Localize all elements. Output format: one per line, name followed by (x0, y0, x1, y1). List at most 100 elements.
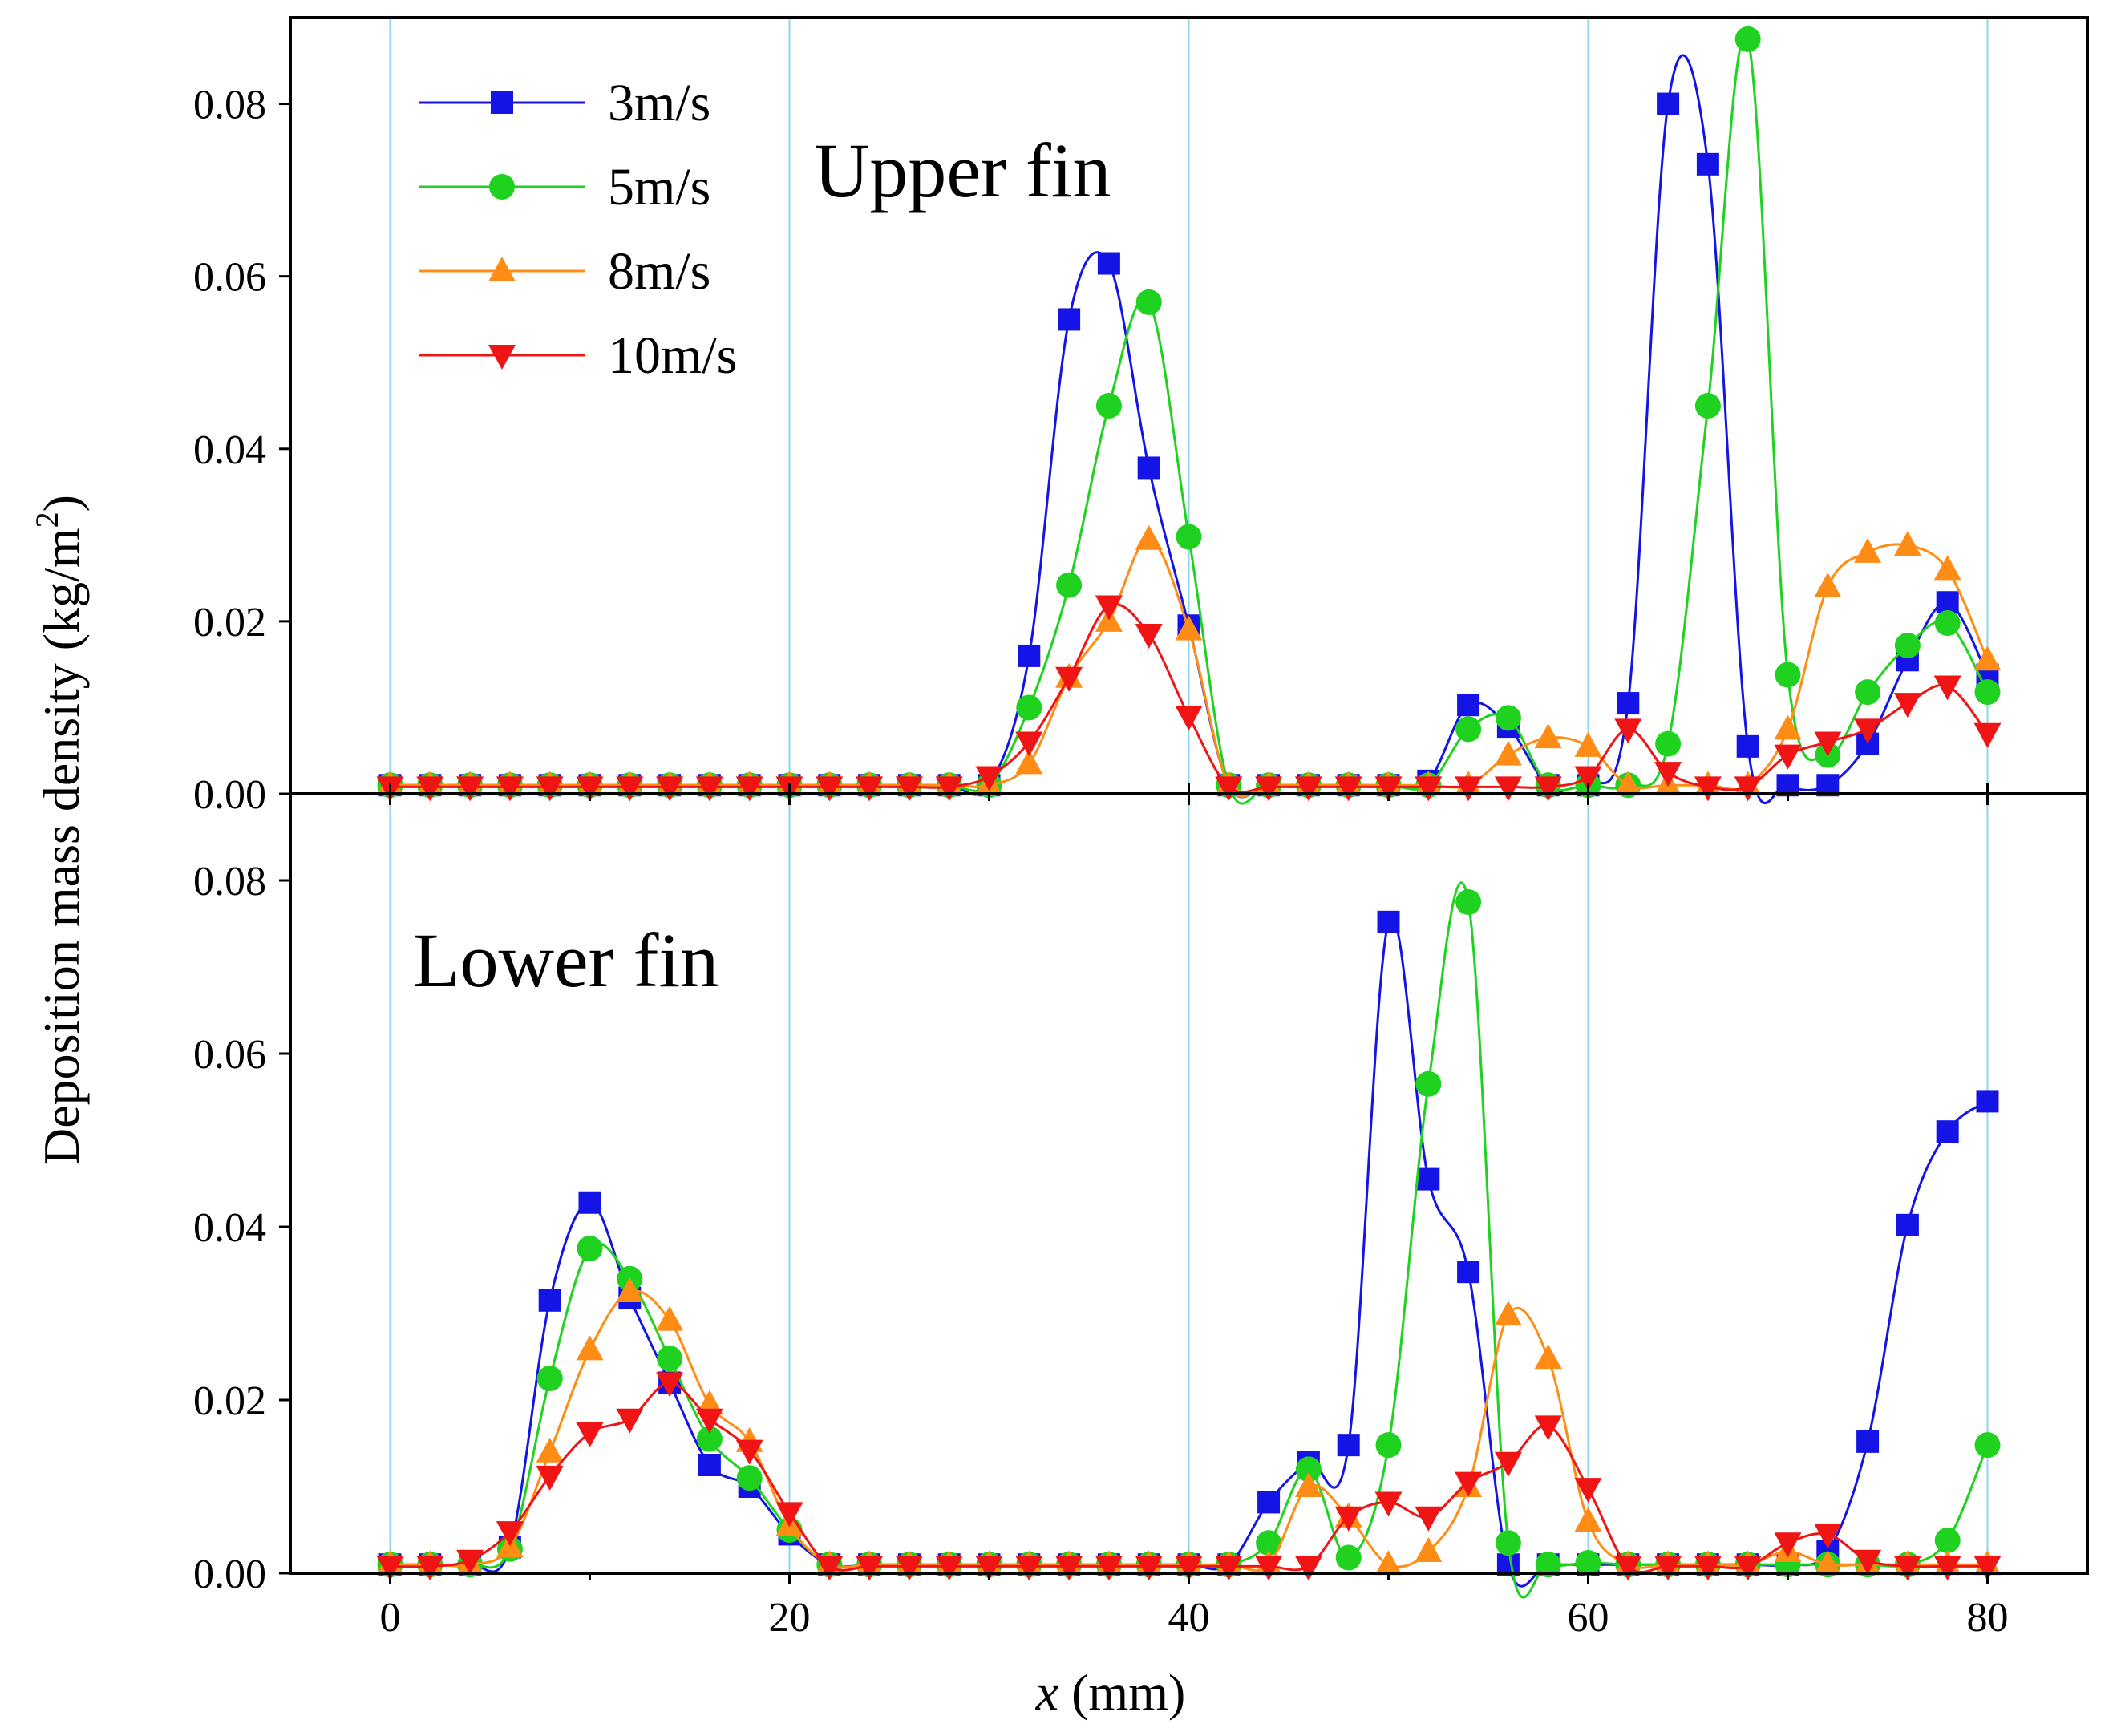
upper-point-10ms (1055, 666, 1083, 692)
upper-point-10ms (1614, 718, 1642, 744)
lower-point-8ms (695, 1390, 723, 1415)
upper-point-5ms (1934, 610, 1961, 637)
lower-point-5ms (1535, 1552, 1561, 1578)
upper-point-3ms (1137, 456, 1160, 480)
lower-panel-title: Lower fin (413, 917, 718, 1003)
x-axis-var: x (1035, 1664, 1058, 1721)
upper-point-10ms (1893, 693, 1921, 718)
upper-point-10ms (1255, 776, 1283, 802)
upper-point-10ms (816, 776, 844, 802)
legend-marker-5ms (489, 174, 515, 200)
lower-point-3ms (1896, 1213, 1919, 1236)
upper-point-5ms (1455, 716, 1482, 743)
upper-point-5ms (1974, 679, 2001, 706)
lower-point-3ms (1377, 910, 1400, 933)
lower-point-3ms (1856, 1430, 1880, 1453)
lower-point-10ms (856, 1556, 884, 1581)
lower-point-5ms (1575, 1550, 1601, 1576)
upper-point-10ms (895, 776, 923, 802)
lower-point-5ms (696, 1426, 723, 1452)
upper-point-10ms (735, 776, 763, 802)
lower-series-line-8ms (390, 1289, 1988, 1572)
lower-point-3ms (1417, 1167, 1440, 1191)
lower-point-10ms (816, 1556, 844, 1581)
lower-point-10ms (1175, 1556, 1203, 1581)
lower-point-5ms (1256, 1530, 1282, 1556)
lower-point-5ms (1934, 1527, 1961, 1553)
lower-point-10ms (1415, 1506, 1443, 1532)
upper-panel-title: Upper fin (814, 127, 1111, 213)
lower-point-3ms (1457, 1261, 1480, 1284)
lower-point-10ms (895, 1556, 923, 1581)
lower-point-5ms (736, 1465, 763, 1491)
upper-point-5ms (1095, 393, 1122, 419)
upper-point-3ms (1657, 92, 1680, 115)
upper-point-3ms (1457, 694, 1480, 717)
lower-point-8ms (1494, 1301, 1522, 1326)
lower-point-10ms (695, 1408, 723, 1434)
lower-point-8ms (576, 1335, 604, 1361)
lower-point-3ms (698, 1454, 721, 1476)
lower-point-3ms (1936, 1120, 1959, 1143)
upper-point-10ms (536, 776, 564, 802)
upper-point-5ms (1016, 694, 1042, 721)
y-axis-title-sup: 2 (29, 512, 65, 528)
lower-point-10ms (1255, 1556, 1283, 1581)
upper-y-tick-label: 0.02 (193, 600, 266, 645)
upper-point-5ms (1176, 524, 1202, 550)
upper-point-3ms (1058, 308, 1081, 331)
lower-point-5ms (1295, 1456, 1322, 1483)
upper-point-10ms (416, 776, 444, 802)
upper-point-10ms (1095, 595, 1123, 621)
lower-point-5ms (1974, 1432, 2001, 1459)
lower-point-10ms (1294, 1556, 1322, 1581)
upper-point-10ms (1694, 776, 1722, 802)
lower-point-10ms (1334, 1506, 1362, 1532)
upper-point-10ms (576, 776, 604, 802)
lower-point-8ms (1415, 1537, 1443, 1562)
upper-point-8ms (1973, 645, 2002, 671)
lower-point-10ms (1494, 1451, 1522, 1477)
lower-point-3ms (538, 1289, 561, 1312)
upper-point-10ms (496, 776, 524, 802)
upper-point-8ms (1534, 723, 1562, 749)
lower-point-3ms (578, 1191, 601, 1214)
upper-y-tick-label: 0.04 (193, 427, 266, 473)
lower-point-8ms (1294, 1472, 1322, 1497)
lower-point-10ms (416, 1556, 444, 1581)
lower-point-10ms (1893, 1556, 1921, 1581)
lower-point-8ms (1374, 1550, 1403, 1576)
upper-point-8ms (1893, 531, 1921, 556)
upper-point-10ms (1294, 776, 1322, 802)
upper-point-8ms (1614, 771, 1642, 796)
lower-point-10ms (1854, 1549, 1882, 1575)
upper-point-10ms (1574, 766, 1602, 791)
lower-y-tick-label: 0.02 (193, 1378, 266, 1424)
upper-point-5ms (1495, 705, 1521, 731)
x-axis-unit: (mm) (1058, 1664, 1185, 1721)
upper-point-3ms (1696, 152, 1719, 176)
lower-point-5ms (657, 1346, 683, 1372)
lower-point-10ms (975, 1556, 1003, 1581)
lower-point-10ms (1534, 1415, 1562, 1441)
x-tick-label: 40 (1168, 1595, 1210, 1641)
upper-point-10ms (1015, 731, 1043, 757)
upper-point-3ms (1018, 644, 1041, 667)
legend-label-8ms: 8m/s (608, 242, 710, 301)
upper-point-8ms (1574, 731, 1602, 757)
lower-point-10ms (1654, 1556, 1682, 1581)
upper-y-tick-label: 0.06 (193, 255, 266, 301)
lower-point-10ms (1015, 1556, 1043, 1581)
upper-point-10ms (1973, 722, 2002, 748)
legend-label-3ms: 3m/s (608, 74, 710, 132)
upper-point-8ms (1175, 615, 1203, 641)
upper-point-10ms (1455, 776, 1483, 802)
upper-point-10ms (1654, 762, 1682, 787)
lower-point-8ms (1534, 1344, 1562, 1370)
upper-point-3ms (1936, 591, 1959, 614)
y-axis-title: Deposition mass density (kg/m2) (29, 495, 90, 1165)
upper-point-8ms (1933, 555, 1961, 581)
lower-point-10ms (1215, 1556, 1243, 1581)
